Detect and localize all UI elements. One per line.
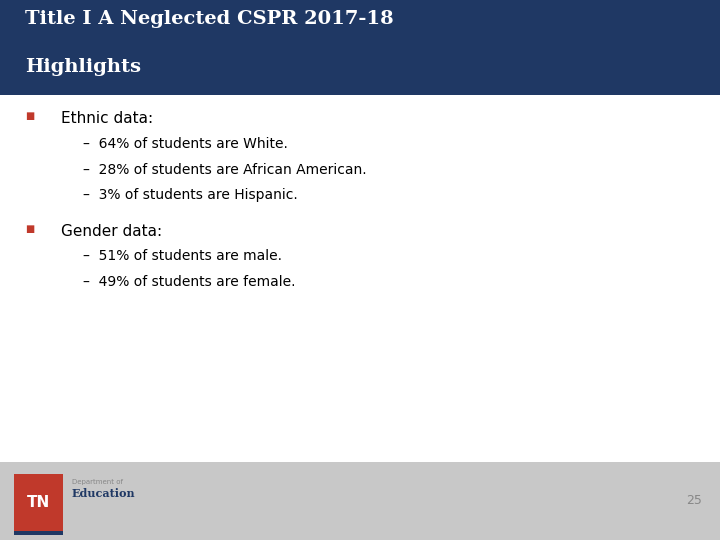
Text: –  3% of students are Hispanic.: – 3% of students are Hispanic. [83,188,297,202]
Text: –  28% of students are African American.: – 28% of students are African American. [83,163,366,177]
Text: 25: 25 [686,494,702,508]
FancyBboxPatch shape [0,0,720,94]
Text: Department of: Department of [72,479,123,485]
Text: ■: ■ [25,111,35,121]
Text: Highlights: Highlights [25,58,141,76]
Text: –  64% of students are White.: – 64% of students are White. [83,137,288,151]
FancyBboxPatch shape [14,474,63,531]
Text: Title I A Neglected CSPR 2017-18: Title I A Neglected CSPR 2017-18 [25,10,394,28]
FancyBboxPatch shape [0,462,720,540]
Text: Gender data:: Gender data: [61,224,162,239]
Text: Education: Education [72,488,135,500]
Text: Ethnic data:: Ethnic data: [61,111,153,126]
FancyBboxPatch shape [14,531,63,535]
Text: –  49% of students are female.: – 49% of students are female. [83,275,295,289]
Text: ■: ■ [25,224,35,234]
Text: TN: TN [27,495,50,510]
Text: –  51% of students are male.: – 51% of students are male. [83,249,282,264]
